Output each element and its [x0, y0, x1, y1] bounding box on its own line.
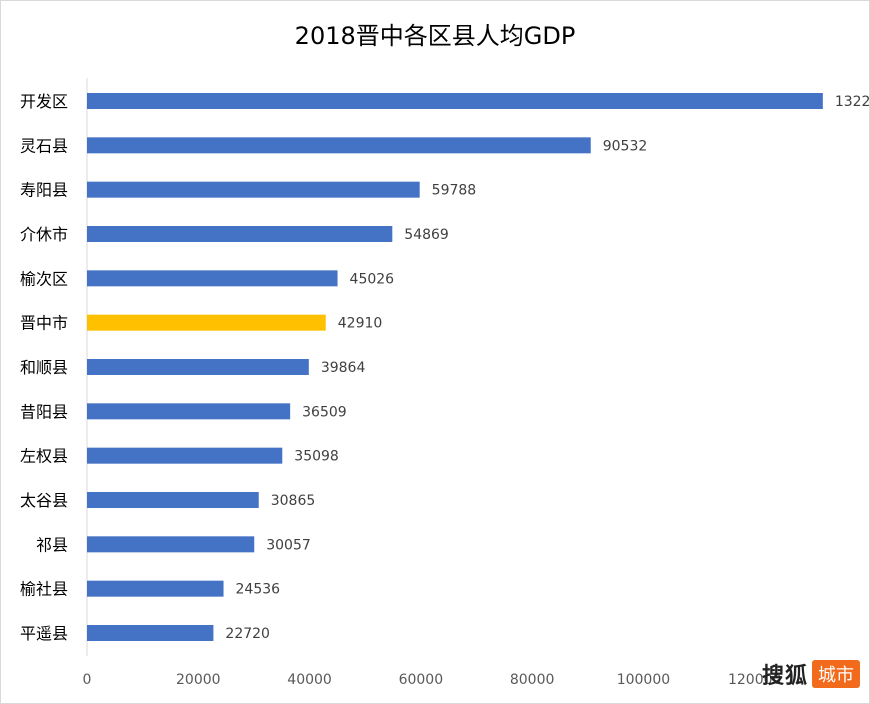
bar: [87, 359, 309, 375]
x-tick-label: 40000: [287, 672, 332, 688]
category-label: 介休市: [20, 225, 68, 244]
watermark: 搜狐 城市: [762, 658, 860, 690]
category-label: 和顺县: [20, 358, 68, 377]
data-label: 36509: [302, 404, 347, 420]
category-label: 昔阳县: [20, 402, 68, 421]
watermark-badge: 城市: [812, 660, 860, 688]
chart-title: 2018晋中各区县人均GDP: [294, 22, 576, 50]
data-label: 35098: [294, 449, 339, 465]
category-label: 灵石县: [20, 136, 68, 155]
data-label: 54869: [404, 227, 449, 243]
data-label: 45026: [350, 271, 395, 287]
bar: [87, 181, 420, 198]
x-tick-label: 120000: [728, 672, 781, 688]
data-label: 132243: [835, 94, 870, 110]
bar: [87, 625, 214, 641]
category-label: 榆次区: [20, 269, 68, 288]
watermark-text: 搜狐: [761, 664, 808, 689]
bar: [87, 580, 224, 597]
data-label: 42910: [338, 316, 383, 332]
bar: [87, 137, 591, 154]
bar: [87, 536, 255, 553]
data-label: 39864: [321, 360, 366, 376]
data-label: 22720: [225, 626, 270, 642]
category-label: 开发区: [20, 92, 68, 111]
category-label: 寿阳县: [20, 181, 68, 200]
bar: [87, 314, 326, 331]
category-label: 左权县: [20, 447, 68, 466]
category-label: 祁县: [36, 535, 68, 554]
bar: [87, 447, 283, 464]
x-tick-label: 100000: [617, 672, 670, 688]
category-label: 晋中市: [20, 314, 68, 333]
x-tick-label: 80000: [510, 672, 555, 688]
category-label: 榆社县: [20, 580, 68, 599]
data-label: 90532: [603, 138, 648, 154]
data-label: 30057: [266, 537, 311, 553]
category-label: 太谷县: [20, 491, 68, 510]
bar: [87, 403, 291, 420]
bar: [87, 226, 393, 242]
category-label: 平遥县: [20, 624, 68, 643]
data-label: 59788: [432, 183, 477, 199]
x-tick-label: 0: [83, 672, 92, 688]
bar: [87, 270, 338, 287]
bar: [87, 93, 823, 109]
x-tick-label: 20000: [176, 672, 221, 688]
x-tick-label: 60000: [399, 672, 444, 688]
data-label: 24536: [236, 582, 281, 598]
data-label: 30865: [271, 493, 316, 509]
bar: [87, 492, 259, 508]
